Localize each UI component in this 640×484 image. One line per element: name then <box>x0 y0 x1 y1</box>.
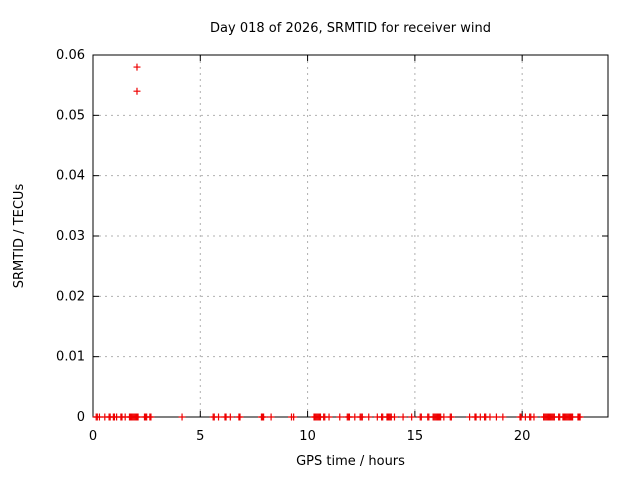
data-point-marker <box>215 413 223 421</box>
chart-title: Day 018 of 2026, SRMTID for receiver win… <box>210 21 491 36</box>
data-point-marker <box>499 413 507 421</box>
data-point-marker <box>365 413 373 421</box>
data-point-marker <box>133 87 141 95</box>
x-tick-label: 0 <box>89 429 97 444</box>
x-tick-label: 20 <box>514 429 531 444</box>
data-point-marker <box>440 413 448 421</box>
data-point-marker <box>290 413 298 421</box>
data-point-marker <box>486 413 494 421</box>
x-axis-label: GPS time / hours <box>296 454 405 469</box>
x-tick-label: 10 <box>299 429 316 444</box>
data-point-marker <box>530 413 538 421</box>
y-tick-label: 0.06 <box>56 48 85 63</box>
data-point-marker <box>134 413 142 421</box>
data-point-marker <box>492 413 500 421</box>
data-point-marker <box>390 413 398 421</box>
data-point-marker <box>358 413 366 421</box>
plot-border <box>92 54 609 418</box>
data-point-marker <box>267 413 275 421</box>
y-tick-label: 0 <box>77 410 85 425</box>
data-point-marker <box>417 413 425 421</box>
y-axis-label: SRMTID / TECUs <box>12 183 27 289</box>
data-point-marker <box>447 413 455 421</box>
data-point-marker <box>336 413 344 421</box>
data-point-marker <box>236 413 244 421</box>
y-tick-label: 0.03 <box>56 229 85 244</box>
x-tick-label: 5 <box>196 429 204 444</box>
y-tick-label: 0.02 <box>56 289 85 304</box>
x-tick-label: 15 <box>407 429 424 444</box>
y-tick-label: 0.05 <box>56 108 85 123</box>
data-point-marker <box>226 413 234 421</box>
data-point-marker <box>325 413 333 421</box>
y-tick-label: 0.01 <box>56 350 85 365</box>
data-point-marker <box>133 63 141 71</box>
data-point-marker <box>576 413 584 421</box>
data-point-marker <box>399 413 407 421</box>
data-point-marker <box>147 413 155 421</box>
y-tick-label: 0.04 <box>56 169 85 184</box>
data-point-marker <box>178 413 186 421</box>
data-point-marker <box>260 413 268 421</box>
data-point-marker <box>408 413 416 421</box>
